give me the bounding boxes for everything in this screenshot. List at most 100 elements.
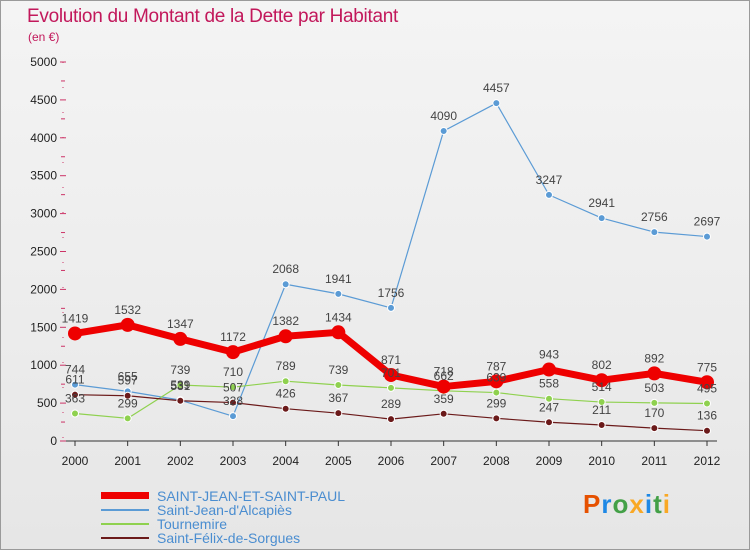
data-point bbox=[278, 329, 293, 344]
data-point bbox=[334, 380, 343, 389]
legend-label: Saint-Félix-de-Sorgues bbox=[157, 530, 301, 546]
data-point bbox=[334, 289, 343, 298]
x-tick-label: 2007 bbox=[430, 454, 457, 468]
data-label: 787 bbox=[486, 359, 506, 373]
data-label: 4457 bbox=[483, 81, 510, 95]
data-point bbox=[597, 398, 606, 407]
data-label: 744 bbox=[65, 363, 85, 377]
data-label: 1172 bbox=[220, 330, 246, 344]
y-tick-label: 3500 bbox=[30, 169, 57, 183]
data-label: 1347 bbox=[167, 317, 194, 331]
data-point bbox=[71, 390, 79, 399]
data-label: 514 bbox=[592, 380, 612, 394]
data-point bbox=[334, 409, 343, 418]
data-label: 426 bbox=[276, 387, 296, 401]
data-point bbox=[123, 414, 132, 423]
data-label: 739 bbox=[170, 363, 190, 377]
x-tick-label: 2010 bbox=[588, 454, 615, 468]
logo-letter: i bbox=[644, 489, 654, 519]
data-label: 558 bbox=[539, 377, 559, 391]
legend-swatch bbox=[101, 523, 149, 525]
data-label: 299 bbox=[118, 396, 138, 410]
x-tick-label: 2002 bbox=[167, 454, 194, 468]
data-label: 4090 bbox=[430, 109, 457, 123]
data-label: 170 bbox=[644, 406, 664, 420]
data-label: 802 bbox=[592, 358, 612, 372]
data-label: 2941 bbox=[588, 196, 615, 210]
logo-letter: P bbox=[583, 489, 602, 519]
y-tick-label: 2500 bbox=[30, 245, 57, 259]
data-point bbox=[68, 326, 82, 341]
x-tick-label: 2012 bbox=[694, 454, 721, 468]
y-tick-label: 500 bbox=[37, 396, 57, 410]
data-point bbox=[703, 426, 711, 435]
data-point bbox=[492, 414, 501, 423]
data-label: 1419 bbox=[62, 311, 89, 325]
x-tick-label: 2004 bbox=[272, 454, 299, 468]
data-point bbox=[489, 374, 504, 389]
data-label: 639 bbox=[486, 371, 506, 385]
data-label: 2068 bbox=[272, 262, 299, 276]
data-label: 328 bbox=[223, 394, 243, 408]
chart-title: Evolution du Montant de la Dette par Hab… bbox=[27, 6, 398, 27]
data-point bbox=[71, 409, 79, 418]
y-tick-label: 1000 bbox=[30, 358, 57, 372]
y-tick-label: 5000 bbox=[30, 55, 57, 69]
data-label: 655 bbox=[118, 369, 138, 383]
data-point bbox=[492, 99, 501, 108]
data-label: 1756 bbox=[378, 286, 405, 300]
x-tick-label: 2000 bbox=[62, 454, 89, 468]
data-label: 1532 bbox=[114, 303, 141, 317]
x-tick-label: 2006 bbox=[378, 454, 405, 468]
data-label: 871 bbox=[381, 353, 401, 367]
data-point bbox=[545, 418, 553, 427]
x-tick-label: 2001 bbox=[114, 454, 141, 468]
x-tick-label: 2005 bbox=[325, 454, 352, 468]
data-label: 289 bbox=[381, 397, 401, 411]
data-label: 1382 bbox=[272, 314, 299, 328]
data-point bbox=[226, 345, 240, 360]
data-point bbox=[387, 415, 395, 424]
data-label: 718 bbox=[434, 365, 454, 379]
data-point bbox=[650, 228, 659, 237]
y-tick-label: 1500 bbox=[30, 320, 57, 334]
data-point bbox=[594, 373, 609, 388]
data-label: 2697 bbox=[694, 215, 721, 229]
data-point bbox=[650, 424, 659, 433]
data-point bbox=[700, 375, 714, 390]
data-label: 507 bbox=[223, 381, 243, 395]
logo-letter: x bbox=[629, 489, 645, 519]
data-label: 531 bbox=[170, 379, 190, 393]
data-point bbox=[436, 379, 451, 394]
data-label: 1941 bbox=[325, 272, 352, 286]
legend-label: SAINT-JEAN-ET-SAINT-PAUL bbox=[157, 488, 345, 504]
data-label: 2756 bbox=[641, 210, 668, 224]
data-point bbox=[71, 380, 79, 389]
x-tick-label: 2011 bbox=[641, 454, 667, 468]
data-label: 363 bbox=[65, 391, 85, 405]
data-label: 710 bbox=[223, 365, 243, 379]
data-point bbox=[545, 190, 553, 199]
data-point bbox=[542, 362, 556, 377]
data-label: 662 bbox=[434, 369, 454, 383]
data-point bbox=[492, 388, 501, 397]
data-point bbox=[331, 325, 346, 340]
data-label: 789 bbox=[276, 359, 296, 373]
x-tick-label: 2003 bbox=[220, 454, 247, 468]
x-tick-label: 2009 bbox=[536, 454, 563, 468]
data-point bbox=[647, 366, 662, 381]
data-label: 943 bbox=[539, 348, 559, 362]
logo-letter: o bbox=[612, 489, 630, 519]
proxiti-logo: Proxiti bbox=[583, 489, 671, 520]
data-label: 503 bbox=[644, 381, 664, 395]
data-label: 701 bbox=[381, 366, 401, 380]
legend-swatch bbox=[101, 509, 149, 511]
data-point bbox=[384, 367, 398, 382]
data-label: 611 bbox=[65, 373, 84, 387]
y-tick-label: 0 bbox=[50, 434, 57, 448]
y-tick-label: 2000 bbox=[30, 282, 57, 296]
data-point bbox=[439, 126, 448, 135]
y-tick-label: 3000 bbox=[30, 207, 57, 221]
